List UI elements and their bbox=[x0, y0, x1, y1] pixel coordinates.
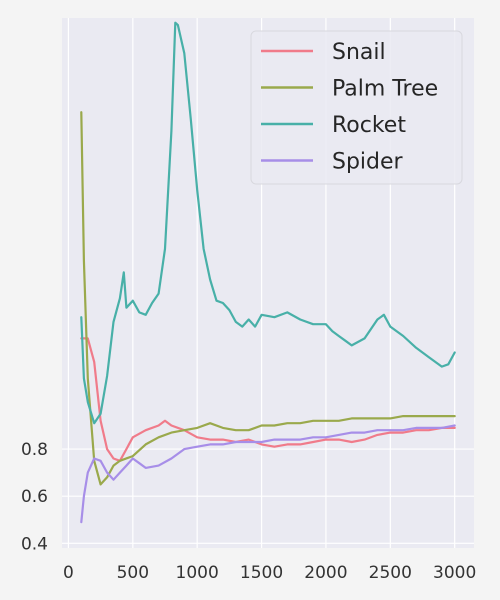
series-lines bbox=[80, 21, 456, 524]
y-tick-label: 0.6 bbox=[21, 487, 48, 507]
legend-label: Snail bbox=[332, 40, 386, 65]
series-line-spider bbox=[80, 424, 456, 524]
y-tick-label: 0.8 bbox=[21, 440, 48, 460]
x-tick-label: 3000 bbox=[433, 563, 476, 583]
series-line-palm-tree bbox=[80, 111, 456, 486]
x-tick-label: 2500 bbox=[369, 563, 412, 583]
tick-labels: 0 500 1000 1500 2000 2500 3000 0.4 0.6 0.8 bbox=[21, 440, 476, 583]
y-tick-label: 0.4 bbox=[21, 534, 48, 554]
legend-box bbox=[250, 30, 463, 185]
x-tick-label: 500 bbox=[117, 563, 149, 583]
x-tick-label: 1500 bbox=[240, 563, 283, 583]
legend-label: Rocket bbox=[332, 113, 406, 138]
legend: Snail Palm Tree Rocket Spider bbox=[250, 30, 463, 185]
series-line-rocket bbox=[80, 21, 456, 425]
x-tick-label: 2000 bbox=[304, 563, 347, 583]
x-tick-label: 0 bbox=[63, 563, 74, 583]
x-tick-label: 1000 bbox=[176, 563, 219, 583]
legend-label: Palm Tree bbox=[332, 77, 438, 102]
legend-label: Spider bbox=[332, 150, 404, 175]
